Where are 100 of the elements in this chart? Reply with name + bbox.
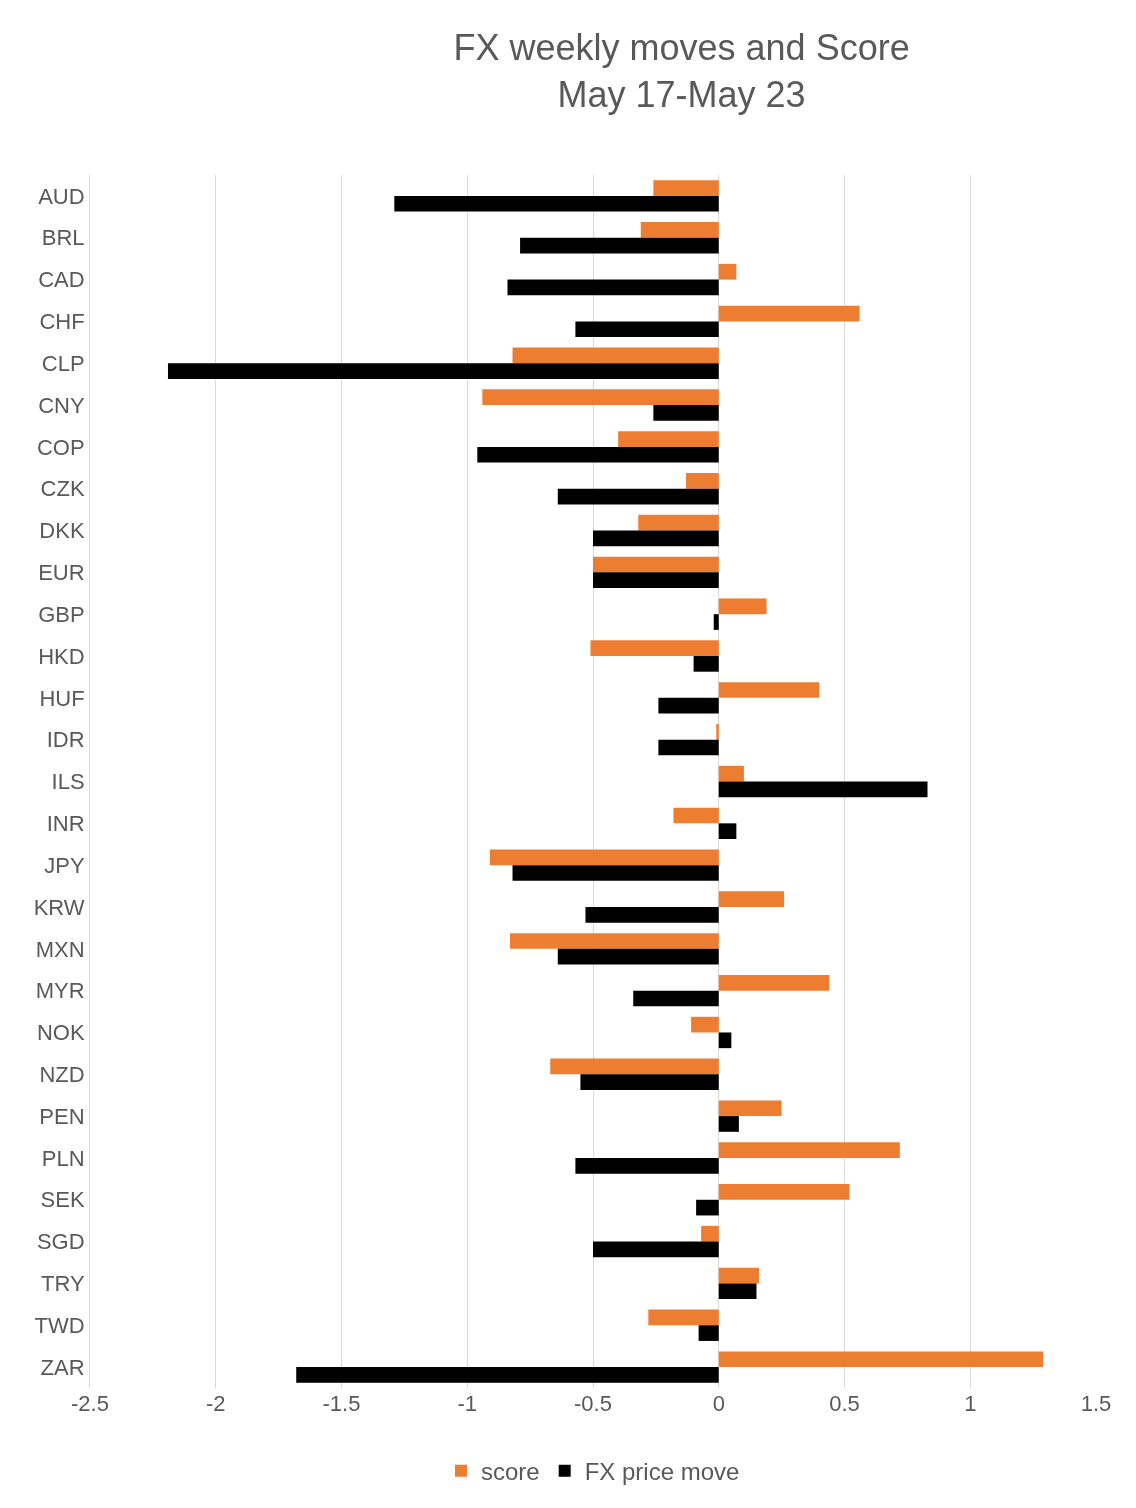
bar [482,389,719,406]
bar [593,556,719,573]
y-tick-label: NZD [39,1061,85,1087]
bar [658,697,719,714]
y-tick-label: GBP [38,601,85,627]
y-tick-label: MYR [35,978,85,1004]
y-tick-label: NOK [36,1020,85,1046]
y-tick-label: EUR [38,560,85,586]
bar [550,1058,719,1075]
x-tick-label: -1.5 [322,1391,361,1416]
bar [718,974,830,991]
bar [489,849,719,866]
chart-subtitle: May 17-May 23 [557,74,806,116]
bar [557,488,719,505]
bar [394,195,719,212]
bar [673,807,719,824]
bar [718,1142,900,1158]
y-tick-label: HUF [39,685,85,711]
bar [698,1325,719,1341]
bar [638,514,719,531]
bar [575,1157,719,1174]
bar [718,1283,757,1300]
bar [718,1184,850,1200]
bar [507,279,719,296]
y-tick-label: CHF [39,309,85,335]
bar [633,990,719,1007]
bar [477,446,719,463]
y-tick-label: KRW [33,894,85,920]
x-tick-label: 1.5 [1080,1391,1112,1416]
y-tick-label: IDR [46,727,85,753]
y-tick-label: ILS [51,769,85,795]
bar [658,739,719,756]
y-tick-label: PEN [39,1103,85,1129]
bar [693,656,719,672]
bar [520,237,719,254]
bar [718,1116,739,1132]
bar [593,572,719,589]
bar [512,347,719,364]
y-tick-label: TWD [34,1312,85,1338]
x-tick-label: 1 [964,1391,977,1416]
y-tick-label: BRL [41,225,85,251]
y-tick-label: SEK [40,1187,85,1213]
bar [718,891,785,907]
bar [718,682,820,698]
bar [718,598,767,615]
y-tick-label: DKK [39,518,85,544]
bar [686,473,719,489]
bar [575,321,719,338]
y-tick-label: CLP [41,350,85,376]
bar [716,723,719,740]
y-tick-label: SGD [36,1229,85,1255]
y-tick-label: MXN [35,936,85,962]
x-tick-label: 0 [712,1391,725,1416]
y-tick-label: INR [46,811,85,837]
bar [718,1267,759,1284]
legend-label: score [481,1458,540,1486]
bar [718,1032,732,1049]
bar [718,765,744,782]
y-tick-label: COP [36,434,85,460]
y-tick-label: CAD [38,267,85,293]
chart-title: FX weekly moves and Score [453,27,910,69]
x-tick-label: -1 [457,1391,478,1416]
bar [653,180,719,196]
bar [167,363,719,379]
bar [590,640,719,657]
bar [696,1199,719,1216]
bar [718,305,860,322]
bar [585,906,719,923]
x-tick-label: -0.5 [574,1391,612,1416]
x-tick-label: -2.5 [71,1391,109,1416]
y-tick-label: PLN [41,1145,85,1171]
bar [691,1016,719,1033]
bar [713,614,719,630]
bar [653,405,719,421]
y-tick-label: AUD [38,183,85,209]
bar [580,1074,719,1090]
bar [718,781,928,798]
bar [510,933,719,949]
y-tick-label: CNY [38,392,85,418]
bar [718,1100,782,1117]
bar [296,1367,719,1383]
bar [557,948,719,965]
bar [593,530,719,547]
bar [718,263,737,280]
bar [512,865,719,881]
bar [640,222,719,238]
bar [701,1225,719,1242]
legend-label: FX price move [584,1458,740,1486]
y-tick-label: ZAR [40,1354,85,1380]
y-tick-label: JPY [44,852,85,878]
y-tick-label: CZK [40,476,85,502]
y-tick-label: HKD [38,643,85,669]
x-tick-label: 0.5 [829,1391,860,1416]
bar [718,823,737,840]
bar [648,1309,719,1326]
bar [593,1241,719,1258]
y-tick-label: TRY [40,1271,85,1297]
x-tick-label: -2 [205,1391,226,1416]
bar [618,431,719,447]
bar [718,1351,1044,1368]
